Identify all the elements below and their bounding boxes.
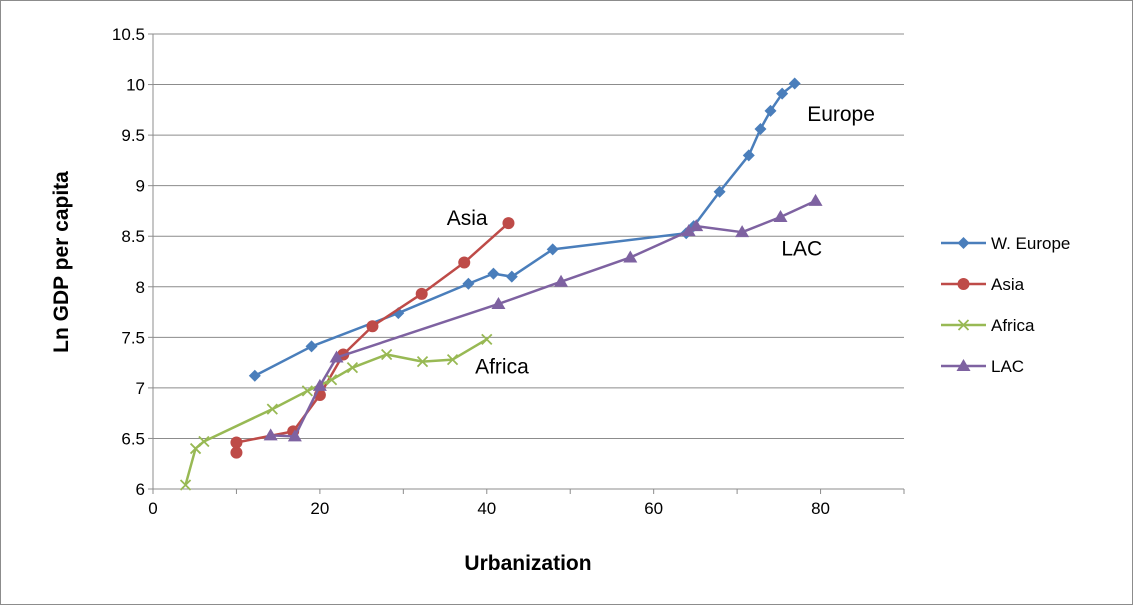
x-tick-label: 40 (477, 499, 496, 518)
legend-marker (956, 359, 971, 371)
series-lac (263, 193, 823, 442)
data-point (491, 296, 506, 309)
data-point (381, 348, 393, 361)
y-tick-labels: 6 6.5 7 7.5 8 8.5 9 9.5 10 10.5 (112, 25, 145, 499)
y-axis-title: Ln GDP per capita (50, 171, 73, 353)
x-tick-label: 60 (644, 499, 663, 518)
data-point (263, 428, 278, 441)
data-point (366, 320, 379, 333)
y-tick-label: 9 (136, 177, 145, 196)
data-point (415, 287, 428, 300)
data-point (735, 225, 750, 238)
legend-item-africa: Africa (941, 316, 1035, 335)
y-tick-label: 10 (126, 76, 145, 95)
annotation-lac: LAC (781, 237, 822, 260)
series-layer (179, 77, 823, 491)
data-point (329, 350, 344, 363)
gridlines (153, 33, 904, 439)
data-point (764, 104, 777, 117)
data-point (623, 250, 638, 263)
data-point (179, 479, 192, 491)
series-africa (179, 333, 493, 491)
data-point (742, 149, 755, 162)
data-point (230, 446, 243, 459)
data-point (266, 403, 278, 415)
series-line-asia (235, 222, 510, 453)
data-point (754, 123, 767, 136)
data-point (198, 435, 210, 448)
data-point (416, 355, 429, 368)
data-point (505, 270, 518, 283)
data-point (502, 217, 515, 230)
data-point (481, 333, 493, 345)
data-point (681, 224, 696, 237)
y-tick-label: 7.5 (121, 328, 145, 347)
data-point (689, 219, 704, 232)
data-point (776, 87, 789, 100)
data-point (546, 243, 559, 256)
annotation-asia: Asia (447, 207, 488, 230)
data-point (248, 369, 261, 382)
x-tick-labels: 0 20 40 60 80 (148, 499, 830, 518)
data-point (230, 436, 243, 449)
data-point (305, 340, 318, 353)
data-point (301, 385, 314, 397)
y-tick-label: 8 (136, 278, 145, 297)
legend-label: Africa (991, 316, 1035, 335)
legend-label: W. Europe (991, 234, 1070, 253)
x-axis-title: Urbanization (464, 552, 591, 575)
y-tick-label: 6 (136, 480, 145, 499)
data-point (446, 353, 459, 366)
data-point (788, 77, 801, 90)
y-tick-label: 6.5 (121, 429, 145, 448)
y-tick-label: 9.5 (121, 126, 145, 145)
axes (148, 33, 905, 494)
legend-item-asia: Asia (941, 275, 1025, 294)
data-point (325, 374, 338, 386)
data-point (346, 362, 359, 374)
series-line-lac (270, 199, 817, 438)
annotation-africa: Africa (475, 356, 529, 379)
data-point (773, 210, 788, 223)
y-tick-label: 8.5 (121, 227, 145, 246)
data-point (312, 378, 327, 391)
data-point (458, 256, 471, 269)
data-point (462, 277, 475, 290)
legend-label: LAC (991, 357, 1024, 376)
data-point (808, 193, 823, 206)
x-tick-label: 0 (148, 499, 157, 518)
data-point (487, 267, 500, 280)
legend: W. Europe Asia Africa LAC (941, 234, 1070, 376)
legend-marker (957, 319, 970, 331)
annotations: Europe Asia Africa LAC (447, 103, 875, 379)
series-asia (230, 217, 515, 459)
legend-item-lac: LAC (941, 357, 1024, 376)
legend-marker (957, 237, 970, 249)
x-tick-label: 20 (310, 499, 329, 518)
data-point (713, 185, 726, 198)
data-point (287, 429, 302, 442)
y-tick-label: 7 (136, 379, 145, 398)
legend-item-w-europe: W. Europe (941, 234, 1070, 253)
legend-label: Asia (991, 275, 1025, 294)
x-tick-label: 80 (811, 499, 830, 518)
data-point (554, 274, 569, 287)
annotation-europe: Europe (807, 103, 875, 126)
y-tick-label: 10.5 (112, 25, 145, 44)
legend-marker (957, 278, 970, 290)
